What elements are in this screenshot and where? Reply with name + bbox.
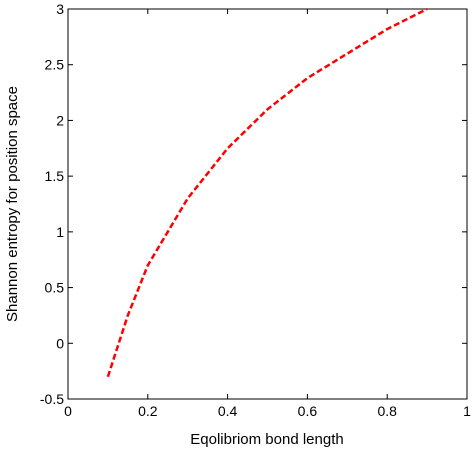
series-line-0 — [106, 7, 428, 378]
y-tick-label: 3 — [56, 1, 64, 17]
y-axis-label: Shannon entropy for position space — [4, 86, 21, 322]
y-tick-label: 1 — [56, 224, 64, 240]
y-axis: -0.5 0 0.5 1 1.5 2 2.5 3 — [40, 1, 467, 407]
x-tick-label: 1 — [463, 403, 471, 419]
x-axis: 0 0.2 0.4 0.6 0.8 1 — [64, 9, 471, 419]
y-tick-label: 1.5 — [45, 168, 65, 184]
x-tick-label: 0.2 — [138, 403, 158, 419]
y-tick-label: 2 — [56, 112, 64, 128]
plot-area — [67, 7, 468, 400]
x-tick-label: 0.8 — [377, 403, 397, 419]
x-axis-label: Eqolibriom bond length — [190, 431, 343, 448]
x-tick-label: 0 — [64, 403, 72, 419]
y-tick-label: 2.5 — [45, 57, 65, 73]
y-tick-label: 0 — [56, 335, 64, 351]
x-tick-label: 0.6 — [298, 403, 318, 419]
x-tick-label: 0.4 — [218, 403, 238, 419]
series-layer — [106, 7, 428, 378]
y-tick-label: 0.5 — [45, 280, 65, 296]
y-tick-label: -0.5 — [40, 391, 64, 407]
plot-frame — [67, 8, 468, 400]
